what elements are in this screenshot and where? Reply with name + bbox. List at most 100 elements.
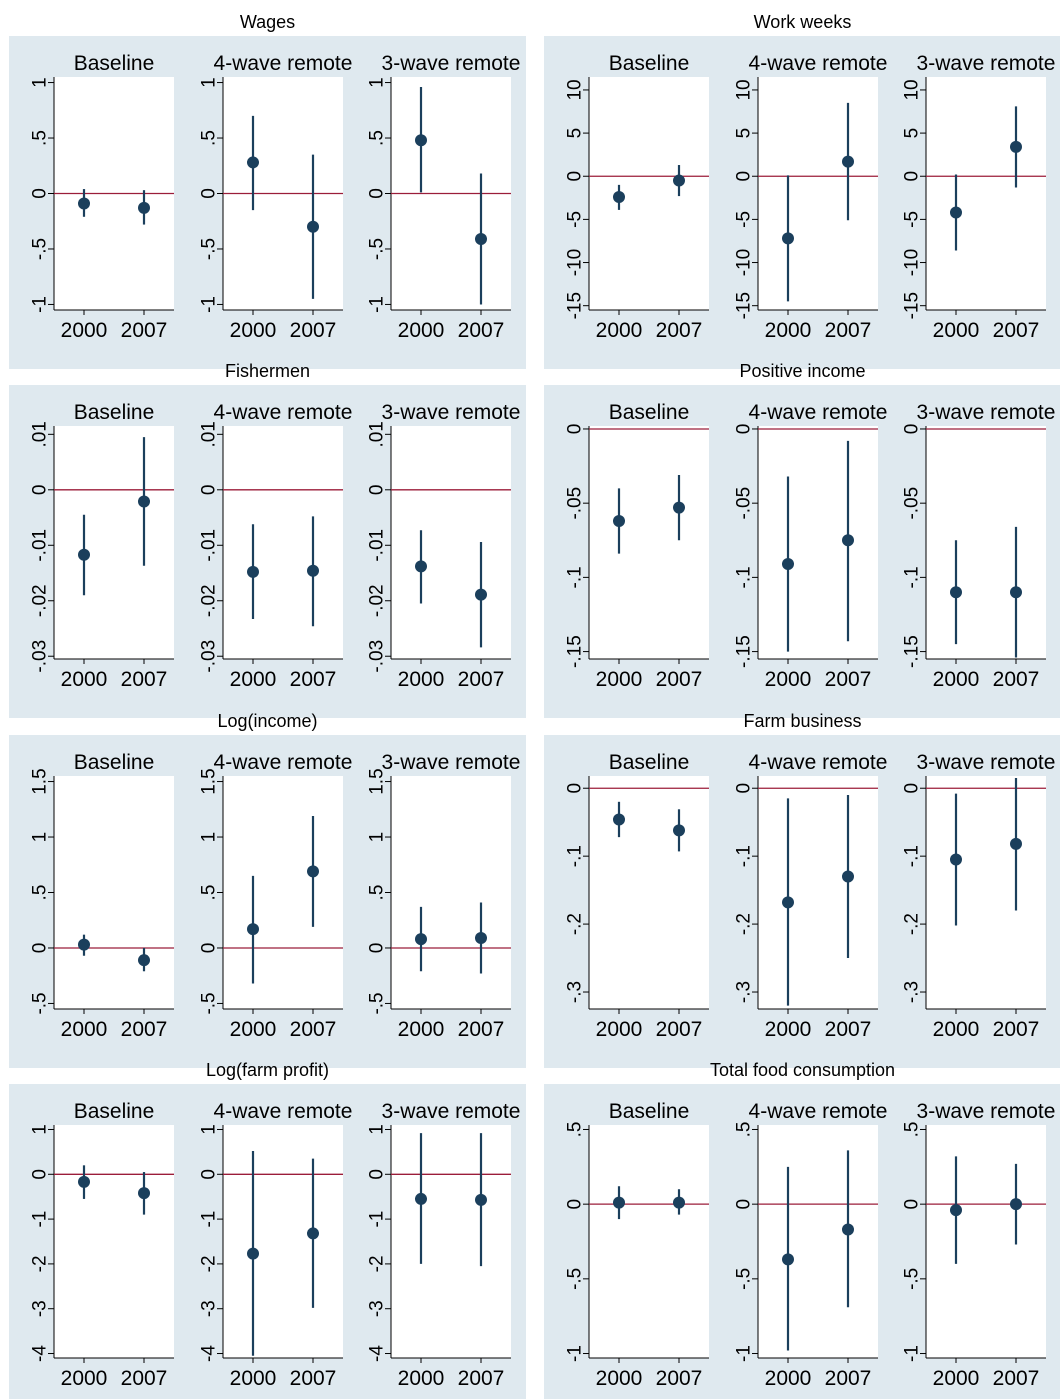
y-tick-label: -.01 [30, 529, 51, 562]
x-tick-label: 2007 [993, 319, 1040, 342]
y-tick-label: -1 [367, 296, 388, 313]
plot-area [758, 1125, 878, 1358]
point-estimate [950, 206, 962, 219]
subplot-title: 3-wave remote [382, 401, 521, 424]
y-tick-label: 0 [367, 485, 388, 496]
plot-area [223, 1125, 343, 1358]
subplot-title: Baseline [609, 401, 690, 424]
x-tick-label: 2000 [230, 319, 277, 342]
y-tick-label: -.05 [565, 487, 586, 520]
plot-area [926, 1125, 1046, 1358]
point-estimate [673, 501, 685, 514]
y-tick-label: 0 [734, 171, 755, 182]
plot-area [223, 776, 343, 1009]
chart-group-8: Total food consumption Baseline .5 0 -.5 -1 20… [544, 1060, 1060, 1399]
y-tick-label: -5 [902, 211, 923, 228]
x-tick-label: 2000 [398, 1018, 445, 1041]
point-estimate [842, 870, 854, 883]
subplot-title: 4-wave remote [214, 52, 353, 75]
subplot-3-wave-remote: 3-wave remote 1 .5 0 -.5 -1 2000 2007 [367, 52, 521, 342]
x-tick-label: 2000 [230, 1018, 277, 1041]
y-tick-label: -.5 [30, 238, 51, 260]
x-tick-label: 2000 [61, 668, 108, 691]
point-estimate [307, 220, 319, 233]
y-tick-label: 0 [30, 188, 51, 199]
x-tick-label: 2007 [290, 1367, 337, 1390]
point-estimate [673, 174, 685, 187]
x-tick-label: 2007 [656, 1367, 703, 1390]
y-tick-label: -2 [30, 1255, 51, 1272]
y-tick-label: -.1 [902, 566, 923, 588]
y-tick-label: -.02 [30, 584, 51, 617]
subplot-title: 4-wave remote [749, 401, 888, 424]
x-tick-label: 2007 [825, 668, 872, 691]
chart-title: Fishermen [225, 361, 310, 381]
x-tick-label: 2007 [290, 319, 337, 342]
y-tick-label: -.15 [565, 635, 586, 668]
y-tick-label: 0 [367, 1169, 388, 1180]
y-tick-label: -.03 [30, 640, 51, 673]
x-tick-label: 2007 [121, 668, 168, 691]
x-tick-label: 2007 [458, 668, 505, 691]
subplot-title: 3-wave remote [382, 751, 521, 774]
subplot-title: Baseline [74, 751, 155, 774]
y-tick-label: 0 [565, 1199, 586, 1210]
y-tick-label: -1 [734, 1345, 755, 1362]
subplot-title: Baseline [609, 52, 690, 75]
y-tick-label: 1.5 [199, 768, 220, 794]
subplot-title: 4-wave remote [749, 1100, 888, 1123]
y-tick-label: -.05 [734, 487, 755, 520]
x-tick-label: 2000 [61, 1018, 108, 1041]
y-tick-label: -4 [199, 1345, 220, 1362]
y-tick-label: 10 [734, 79, 755, 100]
point-estimate [138, 954, 150, 967]
y-tick-label: 1 [367, 832, 388, 843]
subplot-baseline: Baseline 1 .5 0 -.5 -1 2000 2007 [30, 52, 174, 342]
y-tick-label: -.2 [565, 913, 586, 935]
point-estimate [138, 495, 150, 508]
point-estimate [782, 232, 794, 245]
y-tick-label: -.5 [565, 1268, 586, 1290]
x-tick-label: 2007 [121, 1018, 168, 1041]
subplot-baseline: Baseline .5 0 -.5 -1 2000 2007 [565, 1100, 709, 1390]
subplot-title: 3-wave remote [382, 1100, 521, 1123]
y-tick-label: 5 [565, 128, 586, 139]
y-tick-label: 5 [902, 128, 923, 139]
point-estimate [475, 1193, 487, 1206]
y-tick-label: -.02 [367, 584, 388, 617]
y-tick-label: 1.5 [30, 768, 51, 794]
y-tick-label: 1 [199, 832, 220, 843]
point-estimate [307, 1227, 319, 1240]
y-tick-label: 0 [734, 424, 755, 435]
x-tick-label: 2007 [825, 1367, 872, 1390]
y-tick-label: -.1 [565, 845, 586, 867]
subplot-title: 4-wave remote [749, 751, 888, 774]
y-tick-label: .5 [734, 1122, 755, 1138]
x-tick-label: 2007 [656, 668, 703, 691]
y-tick-label: 0 [565, 783, 586, 794]
x-tick-label: 2007 [656, 1018, 703, 1041]
subplot-3-wave-remote: 3-wave remote.5 0 -.5 -1 2000 2007 [902, 1100, 1056, 1390]
y-tick-label: 0 [734, 783, 755, 794]
subplot-baseline: Baseline 0 -.05 -.1 -.15 2000 2007 [565, 401, 709, 691]
y-tick-label: .01 [30, 421, 51, 447]
y-tick-label: .5 [565, 1122, 586, 1138]
chart-title: Wages [240, 12, 295, 32]
y-tick-label: -1 [902, 1345, 923, 1362]
point-estimate [475, 931, 487, 944]
point-estimate [613, 514, 625, 527]
y-tick-label: 1 [367, 1124, 388, 1135]
y-tick-label: 0 [30, 1169, 51, 1180]
x-tick-label: 2000 [765, 319, 812, 342]
subplot-4-wave-remote: 4-wave remote 1 .5 0 -.5 -1 2000 2007 [199, 52, 353, 342]
y-tick-label: 0 [199, 188, 220, 199]
x-tick-label: 2000 [765, 668, 812, 691]
subplot-title: 4-wave remote [214, 751, 353, 774]
chart-title: Log(farm profit) [206, 1060, 329, 1080]
y-tick-label: -.15 [902, 635, 923, 668]
point-estimate [475, 588, 487, 601]
